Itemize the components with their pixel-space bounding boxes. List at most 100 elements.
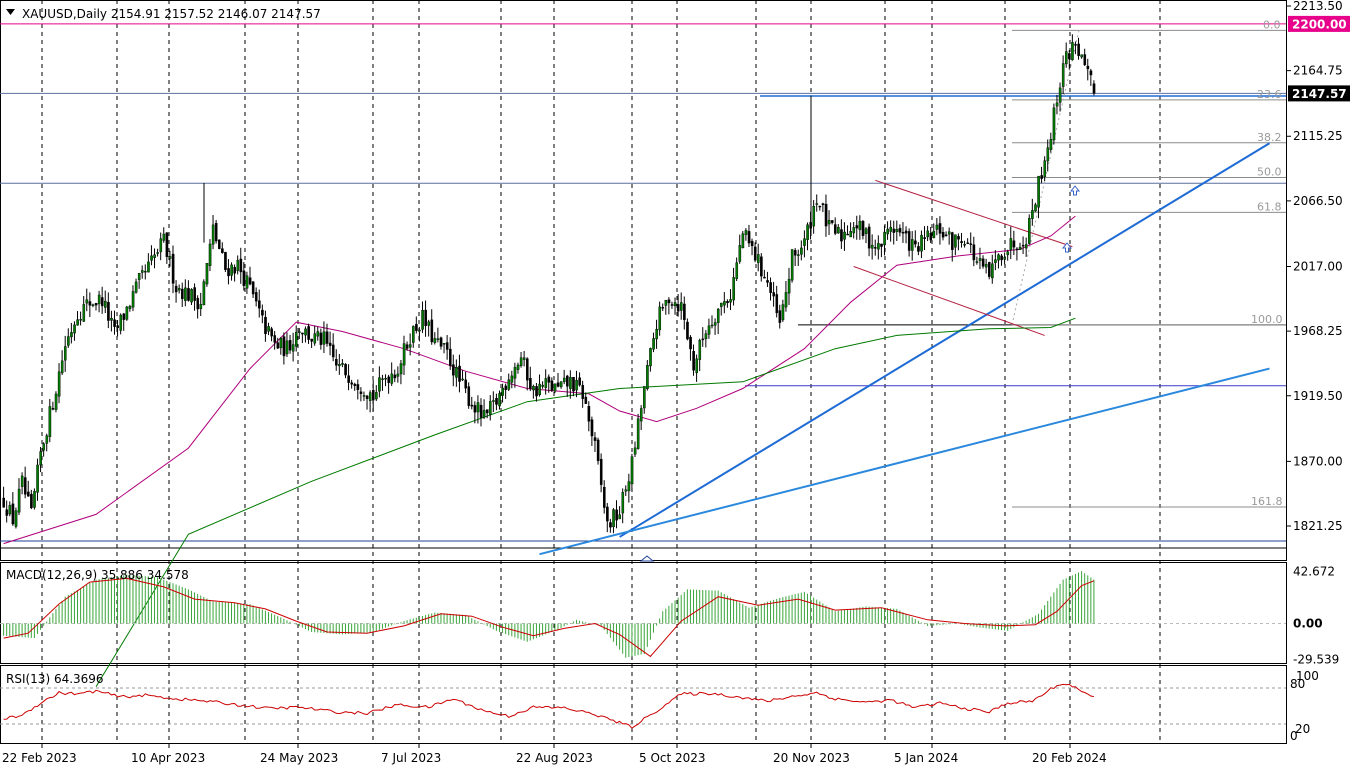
candle-body (929, 233, 933, 241)
y-tick-label: 2066.50 (1293, 194, 1343, 208)
candle-body (923, 237, 926, 240)
candle-body (57, 371, 61, 397)
candle-body (445, 342, 449, 350)
candle-body (177, 288, 181, 291)
candle-body (720, 302, 723, 307)
triangle-down-icon[interactable] (6, 9, 15, 15)
trend-lines (539, 142, 1270, 556)
candle-body (140, 270, 144, 273)
candle-body (128, 305, 132, 309)
candle-body (79, 318, 82, 321)
candle-body (683, 303, 686, 320)
candle-body (507, 379, 511, 390)
candle-body (233, 267, 237, 274)
candle-body (658, 306, 662, 331)
candle-body (861, 221, 865, 236)
candle-body (30, 493, 33, 509)
candle-body (48, 406, 52, 437)
fib-level-label: 23.6 (1257, 88, 1282, 101)
candle-body (36, 464, 39, 493)
candle-body (738, 245, 742, 262)
candle-body (633, 447, 637, 455)
candle-body (2, 497, 5, 508)
candle-body (975, 261, 979, 263)
candle-body (581, 385, 585, 399)
candle-body (365, 395, 369, 400)
candle-body (276, 342, 280, 349)
fib-level-label: 50.0 (1257, 166, 1282, 179)
candle-body (901, 232, 905, 234)
arrow-up-icon (1069, 185, 1081, 196)
candle-body (941, 231, 945, 238)
candle-body (707, 325, 711, 335)
candle-body (100, 297, 104, 307)
candle-body (757, 254, 760, 263)
candle-body (137, 273, 141, 280)
candle-body (710, 324, 714, 327)
candle-body (772, 292, 775, 297)
candle-body (997, 254, 1000, 261)
candle-body (187, 288, 190, 301)
time-axis: 22 Feb 2023 10 Apr 2023 24 May 2023 7 Jul 2… (2, 743, 1107, 765)
candle-body (368, 392, 372, 401)
candle-body (864, 228, 868, 234)
candle-body (495, 398, 498, 405)
candle-body (485, 409, 489, 414)
candle-body (664, 299, 668, 306)
rsi-tick-label: 20 (1295, 722, 1310, 736)
candle-body (830, 220, 834, 223)
candle-body (467, 386, 471, 406)
candle-body (516, 364, 520, 370)
candle-body (8, 505, 12, 515)
candle-body (917, 246, 920, 252)
candle-body (341, 363, 344, 365)
candle-body (399, 363, 403, 375)
candle-body (335, 359, 338, 366)
candle-body (692, 350, 695, 371)
candle-body (76, 319, 79, 326)
candle-body (171, 253, 175, 284)
candle-body (818, 205, 822, 208)
candle-body (612, 509, 615, 528)
candle-body (562, 377, 566, 382)
candle-body (723, 301, 726, 306)
candle-body (529, 378, 532, 389)
candle-body (359, 391, 363, 394)
candle-body (880, 243, 883, 247)
macd-tick-label: 42.672 (1293, 565, 1335, 579)
candle-body (858, 220, 862, 230)
candle-body (159, 238, 163, 253)
candle-body (261, 309, 264, 316)
rsi-tick-label: 0 (1290, 729, 1298, 743)
candle-body (51, 408, 55, 410)
candle-body (667, 299, 671, 304)
candle-body (70, 332, 73, 338)
candle-body (455, 367, 458, 378)
candle-body (396, 373, 400, 377)
candle-body (63, 346, 67, 361)
price-tag-box (1288, 15, 1350, 32)
candle-body (932, 230, 936, 239)
candle-body (298, 331, 301, 333)
candle-body (840, 229, 843, 242)
candle-body (174, 285, 178, 293)
x-tick-label: 24 May 2023 (260, 751, 338, 765)
candle-body (766, 280, 769, 283)
candle-body (378, 377, 381, 392)
candle-body (479, 404, 483, 418)
candle-body (42, 443, 46, 451)
candle-body (221, 248, 224, 253)
candle-body (372, 389, 375, 401)
candle-body (920, 234, 923, 252)
candle-body (778, 310, 782, 323)
candle-body (732, 277, 735, 301)
candle-body (476, 402, 480, 413)
price-tags: 2200.00 2147.57 (1288, 15, 1350, 102)
candle-body (196, 297, 200, 310)
triangle-up-icon (639, 555, 655, 562)
candle-body (439, 337, 443, 347)
candle-body (686, 321, 689, 340)
candle-body (147, 261, 150, 273)
candle-body (824, 203, 828, 227)
